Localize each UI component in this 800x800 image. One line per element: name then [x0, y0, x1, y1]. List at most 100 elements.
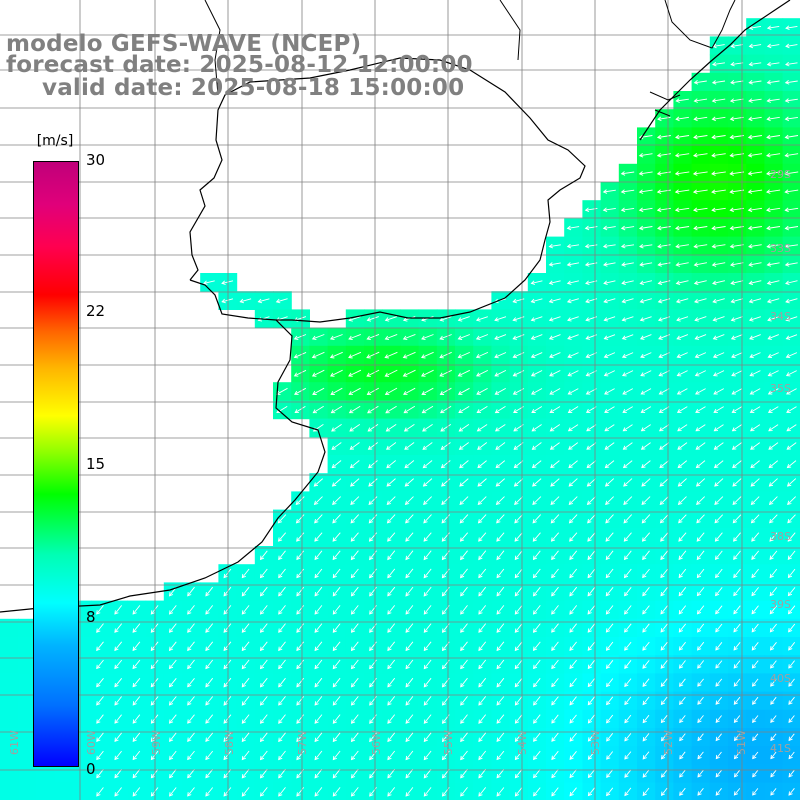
wind-arrow — [603, 280, 616, 286]
wind-arrow — [675, 98, 689, 103]
wind-arrow — [331, 478, 342, 487]
wind-arrow — [551, 605, 559, 615]
wind-arrow — [384, 351, 398, 359]
wind-arrow — [350, 750, 359, 761]
wind-arrow — [622, 388, 634, 395]
wind-arrow — [223, 732, 232, 742]
wind-arrow — [366, 316, 379, 322]
wind-arrow — [350, 732, 359, 743]
wind-arrow — [332, 623, 341, 633]
wind-arrow — [696, 514, 705, 524]
wind-arrow — [678, 623, 687, 633]
wind-arrow — [733, 788, 741, 796]
wind-arrow — [348, 387, 361, 396]
latitude-label: 40S — [770, 672, 791, 685]
wind-arrow — [750, 442, 761, 450]
wind-arrow — [676, 334, 689, 340]
wind-arrow — [295, 496, 305, 506]
wind-arrow — [642, 769, 650, 778]
wind-arrow — [96, 714, 104, 724]
wind-arrow — [715, 605, 723, 615]
wind-arrow — [314, 768, 323, 779]
wind-arrow — [348, 405, 361, 414]
wind-arrow — [223, 568, 232, 579]
colorbar-tick-30: 30 — [86, 151, 106, 169]
wind-arrow — [678, 568, 687, 579]
wind-arrow — [549, 388, 561, 395]
field-cell — [18, 655, 37, 674]
wind-arrow — [697, 623, 705, 633]
wind-arrow — [422, 460, 433, 469]
wind-arrow — [731, 424, 742, 432]
longitude-label: 57W — [296, 730, 309, 755]
wind-arrow — [384, 316, 398, 322]
wind-arrow — [332, 732, 341, 743]
wind-arrow — [785, 280, 798, 286]
wind-arrow — [748, 298, 762, 304]
wind-arrow — [729, 134, 744, 140]
wind-arrow — [205, 623, 214, 633]
wind-arrow — [678, 605, 687, 615]
field-cell — [0, 764, 19, 784]
wind-arrow — [605, 496, 615, 506]
wind-arrow — [423, 750, 432, 761]
wind-arrow — [368, 532, 378, 542]
wind-arrow — [278, 568, 286, 579]
wind-arrow — [587, 514, 596, 524]
wind-arrow — [569, 732, 577, 742]
wind-arrow — [241, 732, 250, 743]
wind-arrow — [766, 207, 781, 213]
wind-arrow — [460, 641, 468, 652]
wind-arrow — [439, 316, 452, 322]
field-cell — [782, 782, 800, 800]
wind-arrow — [606, 733, 614, 742]
wind-arrow — [458, 406, 470, 414]
wind-arrow — [548, 280, 561, 285]
wind-arrow — [532, 532, 541, 542]
wind-arrow — [496, 659, 505, 670]
wind-arrow — [748, 280, 762, 286]
wind-arrow — [566, 225, 580, 231]
wind-arrow — [96, 769, 104, 779]
wind-arrow — [278, 677, 286, 688]
wind-arrow — [623, 514, 633, 524]
wind-arrow — [514, 623, 523, 633]
wind-arrow — [711, 116, 726, 122]
wind-arrow — [296, 568, 305, 579]
wind-arrow — [602, 243, 616, 249]
field-cell — [18, 728, 37, 747]
wind-arrow — [441, 478, 451, 487]
wind-arrow — [421, 351, 434, 359]
wind-arrow — [712, 298, 725, 304]
wind-arrow — [788, 678, 795, 687]
wind-arrow — [751, 678, 759, 687]
wind-arrow — [639, 262, 653, 267]
wind-arrow — [770, 696, 777, 705]
wind-arrow — [586, 424, 597, 432]
wind-arrow — [457, 334, 470, 340]
wind-arrow — [695, 388, 706, 395]
field-cell — [18, 709, 37, 729]
wind-arrow — [766, 243, 780, 249]
wind-arrow — [278, 787, 286, 797]
wind-arrow — [766, 116, 780, 122]
wind-arrow — [660, 733, 668, 742]
wind-arrow — [404, 442, 415, 450]
wind-arrow — [752, 751, 759, 760]
coastline-brazil — [639, 0, 791, 141]
wind-arrow — [475, 316, 488, 322]
wind-arrow — [747, 189, 763, 194]
wind-arrow — [366, 387, 380, 396]
wind-arrow — [788, 733, 795, 742]
wind-arrow — [697, 769, 704, 778]
wind-arrow — [259, 623, 268, 633]
wind-arrow — [566, 280, 580, 285]
wind-arrow — [132, 659, 141, 670]
wind-arrow — [405, 623, 414, 633]
wind-arrow — [788, 660, 795, 669]
wind-arrow — [278, 732, 286, 743]
wind-arrow — [694, 316, 707, 322]
wind-arrow — [368, 460, 378, 469]
wind-arrow — [751, 532, 760, 542]
